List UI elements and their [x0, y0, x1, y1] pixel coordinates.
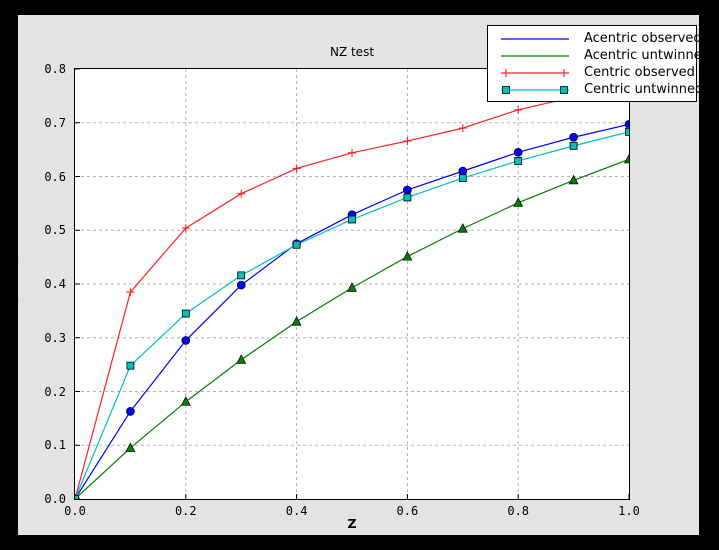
marker-circle [513, 147, 523, 157]
x-tick-label: 0.8 [507, 504, 530, 518]
marker-square [292, 240, 301, 249]
marker-plus [458, 124, 467, 133]
legend-item-acentric-observed: Acentric observed [488, 30, 702, 47]
legend-label: Acentric untwinned [584, 48, 710, 63]
marker-plus [403, 137, 412, 146]
y-tick-label: 0.5 [44, 223, 66, 238]
plot-area [74, 68, 630, 500]
marker-plus [181, 224, 190, 233]
x-tick-label: 0.4 [285, 504, 308, 518]
marker-square [181, 309, 190, 318]
y-tick-label: 0.3 [44, 330, 66, 345]
marker-plus [126, 288, 135, 297]
legend-label: Centric observed [584, 65, 695, 80]
line-acentric-untwinned [75, 158, 629, 499]
y-axis-label: P(Z>=z) [4, 255, 20, 313]
marker-plus [292, 164, 301, 173]
x-tick-label: 0.2 [174, 504, 197, 518]
marker-triangle [457, 223, 468, 233]
legend-sample-centric-untwinned [501, 85, 569, 94]
tick-marks [75, 69, 629, 499]
marker-circle [458, 166, 468, 176]
series-acentric-untwinned [75, 153, 629, 499]
marker-circle [236, 280, 246, 290]
series-centric-observed [75, 84, 629, 499]
marker-circle [126, 407, 135, 416]
x-tick-label: 0.0 [64, 504, 86, 518]
marker-square [75, 495, 79, 499]
series-acentric-observed [75, 120, 629, 499]
y-tick-label: 0.1 [44, 438, 66, 453]
x-tick-label: 0.6 [396, 504, 419, 518]
legend-sample-acentric-untwinned [501, 54, 569, 57]
legend-sample-acentric-observed [501, 37, 569, 40]
legend-item-centric-untwinned: Centric untwinned [488, 81, 703, 98]
marker-plus [502, 68, 510, 77]
marker-square [403, 193, 412, 202]
legend-item-centric-observed: Centric observed [488, 64, 696, 81]
marker-square [237, 271, 246, 280]
chart-title: NZ test [329, 45, 375, 59]
legend-label: Acentric observed [584, 31, 702, 46]
line-acentric-observed [75, 123, 629, 499]
marker-circle [624, 120, 629, 129]
legend-sample-centric-observed [501, 68, 569, 77]
marker-square [502, 85, 510, 94]
marker-triangle [347, 282, 357, 292]
marker-triangle [125, 442, 136, 452]
marker-triangle [568, 174, 579, 185]
marker-triangle [402, 251, 413, 261]
marker-triangle [291, 316, 302, 326]
y-tick-label: 0.2 [44, 384, 66, 399]
y-tick-label: 0.6 [44, 169, 66, 184]
marker-circle [181, 336, 191, 345]
legend-item-acentric-untwinned: Acentric untwinned [488, 47, 710, 64]
marker-square [569, 141, 578, 150]
marker-plus [348, 148, 356, 157]
marker-triangle [624, 153, 629, 164]
x-axis-label: Z [347, 516, 357, 531]
y-tick-label: 0.0 [44, 492, 66, 506]
y-tick-label: 0.4 [44, 277, 66, 291]
marker-circle [569, 132, 578, 142]
marker-triangle [236, 354, 247, 364]
marker-triangle [513, 197, 524, 207]
marker-square [126, 361, 135, 370]
marker-circle [403, 185, 412, 195]
x-tick-label: 1.0 [618, 504, 640, 518]
marker-triangle [180, 396, 191, 406]
marker-square [560, 85, 568, 94]
gridlines [75, 69, 629, 499]
marker-square [348, 215, 356, 224]
y-tick-label: 0.8 [44, 62, 66, 76]
marker-plus [237, 189, 246, 198]
marker-plus [514, 105, 523, 114]
marker-square [625, 127, 629, 136]
line-centric-untwinned [75, 131, 629, 499]
marker-square [514, 157, 523, 165]
series-centric-untwinned [75, 127, 629, 499]
legend-label: Centric untwinned [584, 82, 704, 97]
y-tick-label: 0.7 [44, 115, 66, 130]
marker-square [458, 174, 467, 183]
legend: Acentric observed Acentric untwinned Centr… [487, 25, 710, 102]
plot-svg [75, 69, 629, 499]
marker-plus [560, 68, 568, 77]
